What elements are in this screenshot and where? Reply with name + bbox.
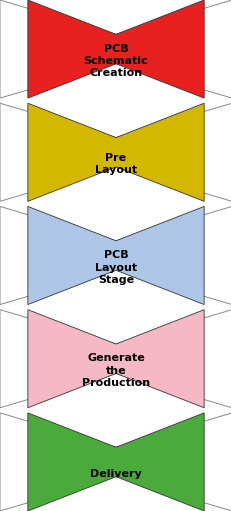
Polygon shape: [28, 0, 203, 98]
Polygon shape: [28, 310, 203, 408]
Text: PCB
Layout
Stage: PCB Layout Stage: [94, 250, 137, 285]
Polygon shape: [0, 413, 231, 511]
Text: Generate
the
Production: Generate the Production: [82, 353, 149, 388]
Polygon shape: [0, 206, 231, 305]
Text: Pre
Layout: Pre Layout: [94, 153, 137, 175]
Text: Delivery: Delivery: [90, 469, 141, 479]
Polygon shape: [0, 103, 231, 201]
Polygon shape: [0, 0, 231, 98]
Polygon shape: [28, 413, 203, 511]
Polygon shape: [28, 103, 203, 201]
Text: PCB
Schematic
Creation: PCB Schematic Creation: [83, 43, 148, 79]
Polygon shape: [0, 310, 231, 408]
Polygon shape: [28, 206, 203, 305]
